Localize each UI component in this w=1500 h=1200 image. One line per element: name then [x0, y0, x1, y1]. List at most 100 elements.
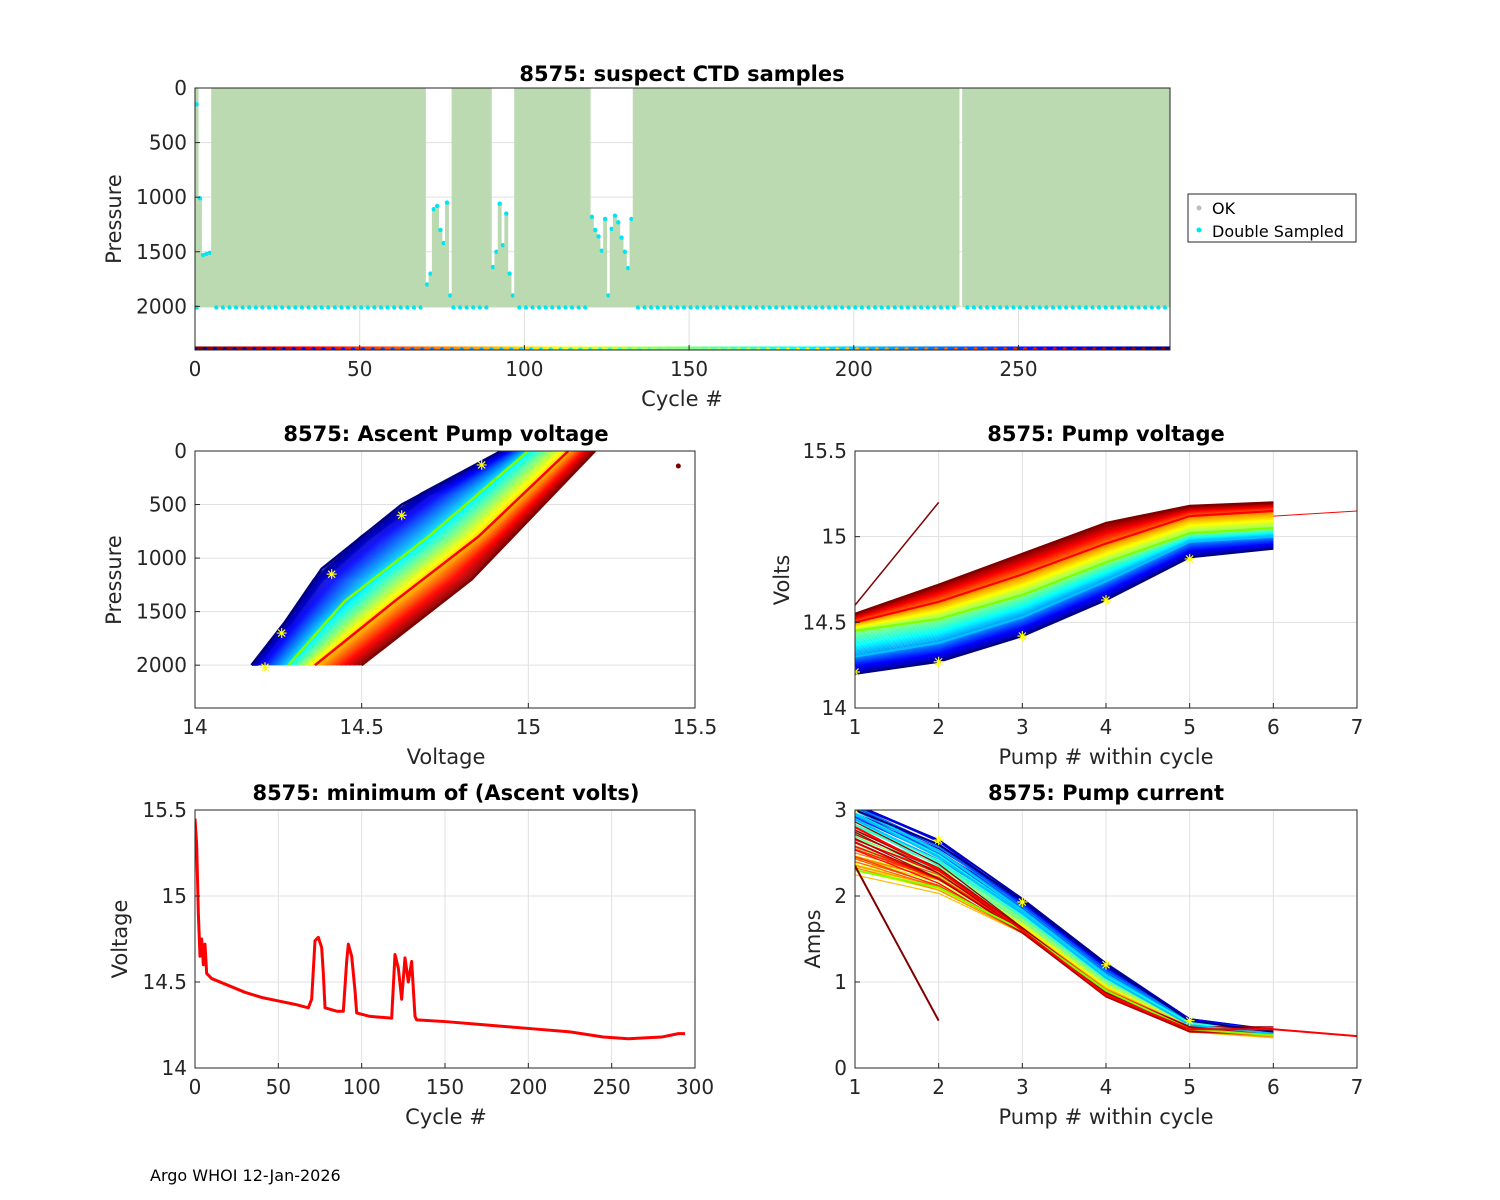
ascent-profile-line — [303, 451, 553, 666]
ascent-marker-star — [276, 628, 287, 639]
suspect-profile-column — [362, 88, 367, 308]
suspect-profile-column — [860, 88, 864, 308]
minv-ytick-label: 15.5 — [142, 798, 187, 822]
double-sampled-point — [537, 305, 542, 310]
pumpc-ylabel: Amps — [801, 909, 825, 968]
pumpc-marker-star — [933, 835, 944, 846]
double-sampled-point — [378, 305, 384, 310]
suspect-profile-column — [293, 88, 298, 308]
suspect-axes-box — [194, 87, 1171, 351]
suspect-profile-column — [754, 88, 759, 308]
minv-xtick-label: 300 — [676, 1075, 714, 1099]
double-sampled-point — [859, 305, 865, 310]
pumpv-cycle-line — [855, 539, 1274, 663]
suspect-profile-column — [365, 88, 370, 308]
suspect-xlabel: Cycle # — [641, 387, 723, 411]
suspect-ytick-label: 2000 — [136, 294, 187, 318]
ascent-profile-line — [269, 451, 516, 666]
cycle-color-point — [281, 347, 287, 350]
suspect-profile-column — [494, 251, 499, 308]
suspect-profile-column — [659, 88, 664, 308]
pumpv-title: 8575: Pump voltage — [987, 422, 1225, 446]
double-sampled-point — [616, 220, 621, 225]
double-sampled-point — [978, 305, 983, 310]
double-sampled-point — [457, 305, 463, 310]
pumpc-title: 8575: Pump current — [988, 781, 1224, 805]
suspect-profile-column — [1037, 88, 1042, 308]
suspect-profile-column — [981, 88, 986, 308]
suspect-profile-column — [369, 88, 374, 308]
suspect-profile-column — [425, 284, 430, 308]
ascent-profile-line — [293, 451, 538, 666]
pumpv-cycle-line — [855, 543, 1274, 668]
suspect-profile-column — [863, 88, 868, 308]
double-sampled-point — [619, 235, 624, 240]
cycle-color-point — [420, 347, 425, 350]
suspect-profile-column — [692, 88, 696, 308]
pumpv-xlabel: Pump # within cycle — [999, 745, 1214, 769]
suspect-profile-column — [850, 88, 855, 308]
cycle-color-point — [499, 347, 504, 350]
pumpc-data — [855, 810, 1357, 1039]
suspect-profile-column — [675, 88, 680, 308]
ascent-profile-line — [273, 451, 519, 666]
double-sampled-point — [774, 305, 779, 310]
suspect-profile-column — [234, 88, 239, 308]
suspect-profile-column — [247, 88, 252, 308]
cycle-color-point — [1032, 347, 1038, 350]
cycle-color-point — [261, 347, 267, 350]
double-sampled-point — [734, 305, 740, 310]
suspect-profile-column — [698, 88, 703, 308]
suspect-profile-column — [991, 88, 996, 308]
suspect-profile-column — [1110, 88, 1115, 308]
cycle-color-point — [439, 347, 445, 350]
minv-xtick-label: 250 — [593, 1075, 631, 1099]
pumpv-cycle-line — [855, 514, 1274, 625]
suspect-profile-column — [820, 88, 825, 308]
ascent-profile-line — [281, 451, 525, 666]
pumpc-series-line — [855, 865, 940, 1022]
suspect-profile-column — [319, 88, 324, 308]
double-sampled-point — [787, 305, 792, 310]
double-sampled-point — [833, 305, 838, 310]
cycle-color-point — [943, 347, 949, 350]
double-sampled-point — [448, 293, 453, 298]
double-sampled-point — [807, 305, 812, 310]
cycle-color-point — [667, 347, 672, 350]
pumpv-cycle-line — [855, 546, 1274, 673]
cycle-color-point — [449, 347, 455, 350]
double-sampled-point — [761, 305, 766, 310]
double-sampled-point — [780, 305, 786, 310]
pumpv-ytick-label: 15 — [822, 525, 847, 549]
suspect-profile-column — [217, 88, 222, 308]
cycle-color-point — [568, 347, 573, 350]
suspect-profile-column — [711, 88, 716, 308]
double-sampled-point — [642, 305, 647, 310]
double-sampled-point — [905, 305, 911, 310]
double-sampled-point — [714, 305, 720, 310]
suspect-profile-column — [1031, 88, 1036, 308]
pumpv-cycle-line — [855, 538, 1274, 661]
suspect-profile-column — [613, 215, 617, 308]
ascent-profile-line — [272, 451, 518, 666]
double-sampled-point — [451, 305, 456, 310]
suspect-profile-column — [896, 88, 901, 308]
suspect-profile-column — [250, 88, 255, 308]
pumpv-marker-star — [1017, 631, 1028, 642]
pumpv-ticks: 1 2 3 4 5 6 7 14 14.5 15 15.5 — [802, 439, 1363, 739]
suspect-profile-column — [629, 219, 634, 308]
ascent-profile-line — [280, 451, 524, 666]
suspect-profile-column — [507, 273, 512, 308]
suspect-profile-column — [573, 88, 578, 308]
suspect-profile-column — [744, 88, 749, 308]
suspect-profile-column — [537, 88, 542, 308]
suspect-profile-column — [823, 88, 828, 308]
suspect-profile-column — [402, 88, 407, 308]
pumpv-cycle-line — [855, 524, 1274, 630]
suspect-profile-column — [682, 88, 687, 308]
suspect-ytick-label: 500 — [149, 131, 187, 155]
double-sampled-point — [247, 305, 252, 310]
suspect-profile-column — [214, 88, 219, 308]
double-sampled-point — [319, 305, 325, 310]
